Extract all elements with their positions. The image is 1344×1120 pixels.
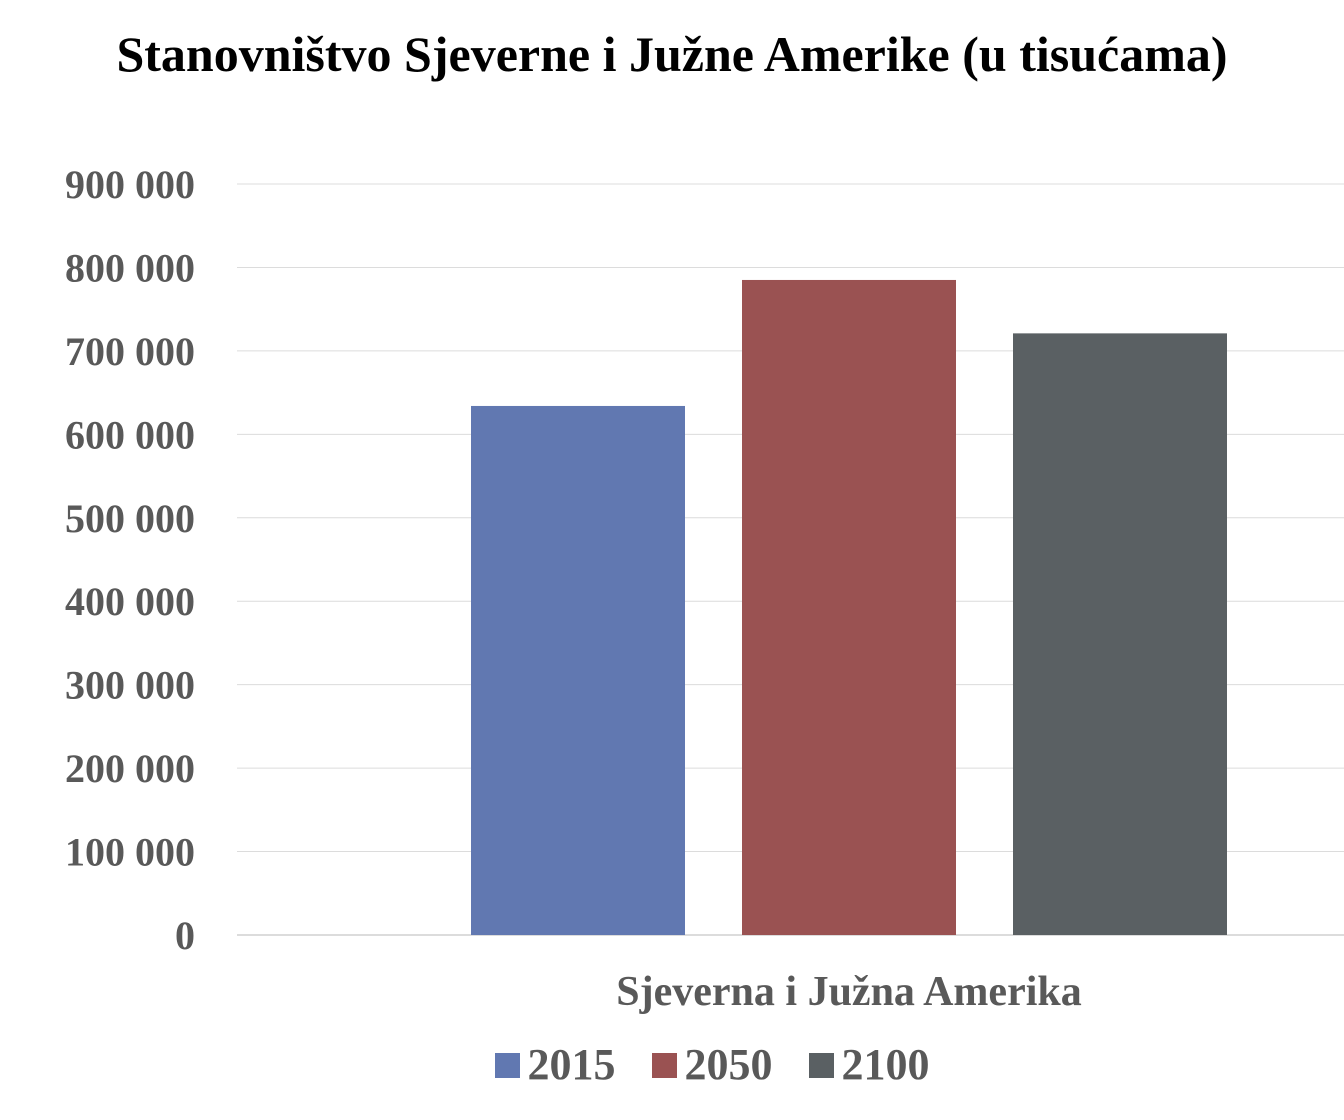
y-tick-label: 0 bbox=[175, 913, 195, 958]
legend-item-2100: 2100 bbox=[808, 1040, 930, 1090]
bar-2100 bbox=[1013, 333, 1227, 935]
x-category-label: Sjeverna i Južna Amerika bbox=[616, 969, 1081, 1015]
y-tick-label: 400 000 bbox=[65, 579, 195, 624]
legend-item-2015: 2015 bbox=[494, 1040, 616, 1090]
legend-swatch-2050 bbox=[651, 1052, 677, 1078]
legend-label-2015: 2015 bbox=[527, 1040, 616, 1089]
y-tick-label: 600 000 bbox=[65, 412, 195, 457]
legend-item-2050: 2050 bbox=[651, 1040, 773, 1090]
legend-swatch-2015 bbox=[494, 1052, 520, 1078]
legend-label-2100: 2100 bbox=[841, 1040, 930, 1089]
legend-label-2050: 2050 bbox=[684, 1040, 773, 1089]
x-axis-category-labels: Sjeverna i Južna Amerika bbox=[616, 969, 1081, 1015]
bar-2050 bbox=[742, 279, 956, 935]
y-tick-label: 500 000 bbox=[65, 496, 195, 541]
bars bbox=[471, 279, 1227, 935]
legend: 2015 2050 2100 bbox=[0, 1040, 1344, 1090]
y-tick-label: 800 000 bbox=[65, 245, 195, 290]
y-tick-label: 900 000 bbox=[65, 162, 195, 207]
y-tick-label: 700 000 bbox=[65, 329, 195, 374]
bar-2015 bbox=[471, 405, 685, 935]
y-tick-label: 200 000 bbox=[65, 746, 195, 791]
chart-title: Stanovništvo Sjeverne i Južne Amerike (u… bbox=[116, 26, 1228, 82]
y-axis-tick-labels: 0 100 000 200 000 300 000 400 000 500 000 600 … bbox=[65, 162, 195, 958]
y-tick-label: 100 000 bbox=[65, 830, 195, 875]
y-tick-label: 300 000 bbox=[65, 663, 195, 708]
legend-swatch-2100 bbox=[808, 1052, 834, 1078]
